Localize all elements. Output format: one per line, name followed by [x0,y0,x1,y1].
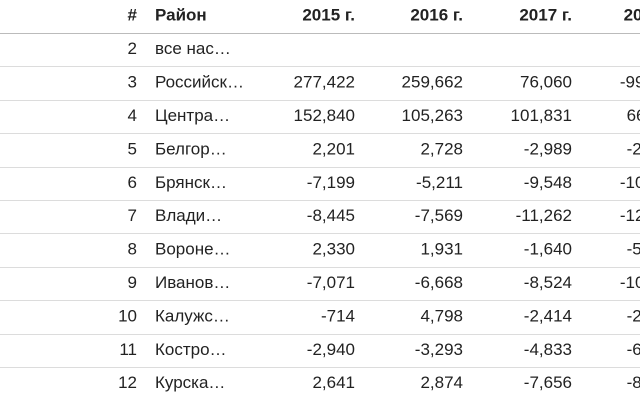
cell: 2,330 [312,240,355,259]
region-cell: Вороне… [155,240,231,259]
cell: 4 [128,106,137,125]
region-cell: Влади… [155,206,222,225]
cell: -6 [627,340,640,359]
cell: 10 [118,306,137,325]
cell: -2 [627,139,640,158]
cell: 3 [128,73,137,92]
region-cell: Белгор… [155,139,227,158]
region-cell: Костро… [155,340,227,359]
region-cell: Иванов… [155,273,230,292]
cell: 11 [119,340,137,359]
cell: -8,445 [307,206,355,225]
column-header: # [128,5,138,24]
cell: -2 [627,306,640,325]
cell: -2,989 [524,139,572,158]
column-header: 20 [624,5,640,24]
cell: -6,668 [415,273,463,292]
region-cell: Калужс… [155,306,230,325]
cell: 2 [128,39,137,58]
cell: 2,641 [312,373,355,392]
cell: 4,798 [420,306,463,325]
cell: -2,414 [524,306,572,325]
cell: 12 [118,373,137,392]
cell: 1,931 [420,240,463,259]
column-header: 2017 г. [519,5,572,24]
cell: -2,940 [307,340,355,359]
cell: 277,422 [294,73,355,92]
cell: -7,199 [307,173,355,192]
region-cell: Брянск… [155,173,227,192]
cell: 6 [128,173,137,192]
cell: -5 [627,240,640,259]
cell: -714 [321,306,355,325]
cell: 5 [128,139,137,158]
cell: -10 [620,173,640,192]
cell: 259,662 [402,73,463,92]
cell: -9,548 [524,173,572,192]
cell: 2,874 [420,373,463,392]
cell: 7 [128,206,137,225]
cell: 152,840 [294,106,355,125]
region-cell: Центра… [155,106,230,125]
column-header: 2016 г. [410,5,463,24]
cell: -4,833 [524,340,572,359]
cell: -10 [620,273,640,292]
cell: -12 [620,206,640,225]
cell: 105,263 [402,106,463,125]
cell: 2,201 [312,139,355,158]
column-header: 2015 г. [302,5,355,24]
cell: 76,060 [520,73,572,92]
region-cell: Российск… [155,73,244,92]
cell: 2,728 [420,139,463,158]
cell: -7,071 [307,273,355,292]
cell: -3,293 [415,340,463,359]
cell: -7,656 [524,373,572,392]
cell: 101,831 [511,106,572,125]
cell: -8 [627,373,640,392]
cell: 8 [128,240,137,259]
cell: 9 [128,273,137,292]
cell: -8,524 [524,273,572,292]
cell: -99 [620,73,640,92]
region-cell: Курска… [155,373,225,392]
cell: -1,640 [524,240,572,259]
column-header: Район [155,5,207,24]
region-cell: все нас… [155,39,231,58]
cell: -11,262 [516,206,572,225]
cell: 66 [627,106,640,125]
cell: -7,569 [415,206,463,225]
cell: -5,211 [416,173,463,192]
